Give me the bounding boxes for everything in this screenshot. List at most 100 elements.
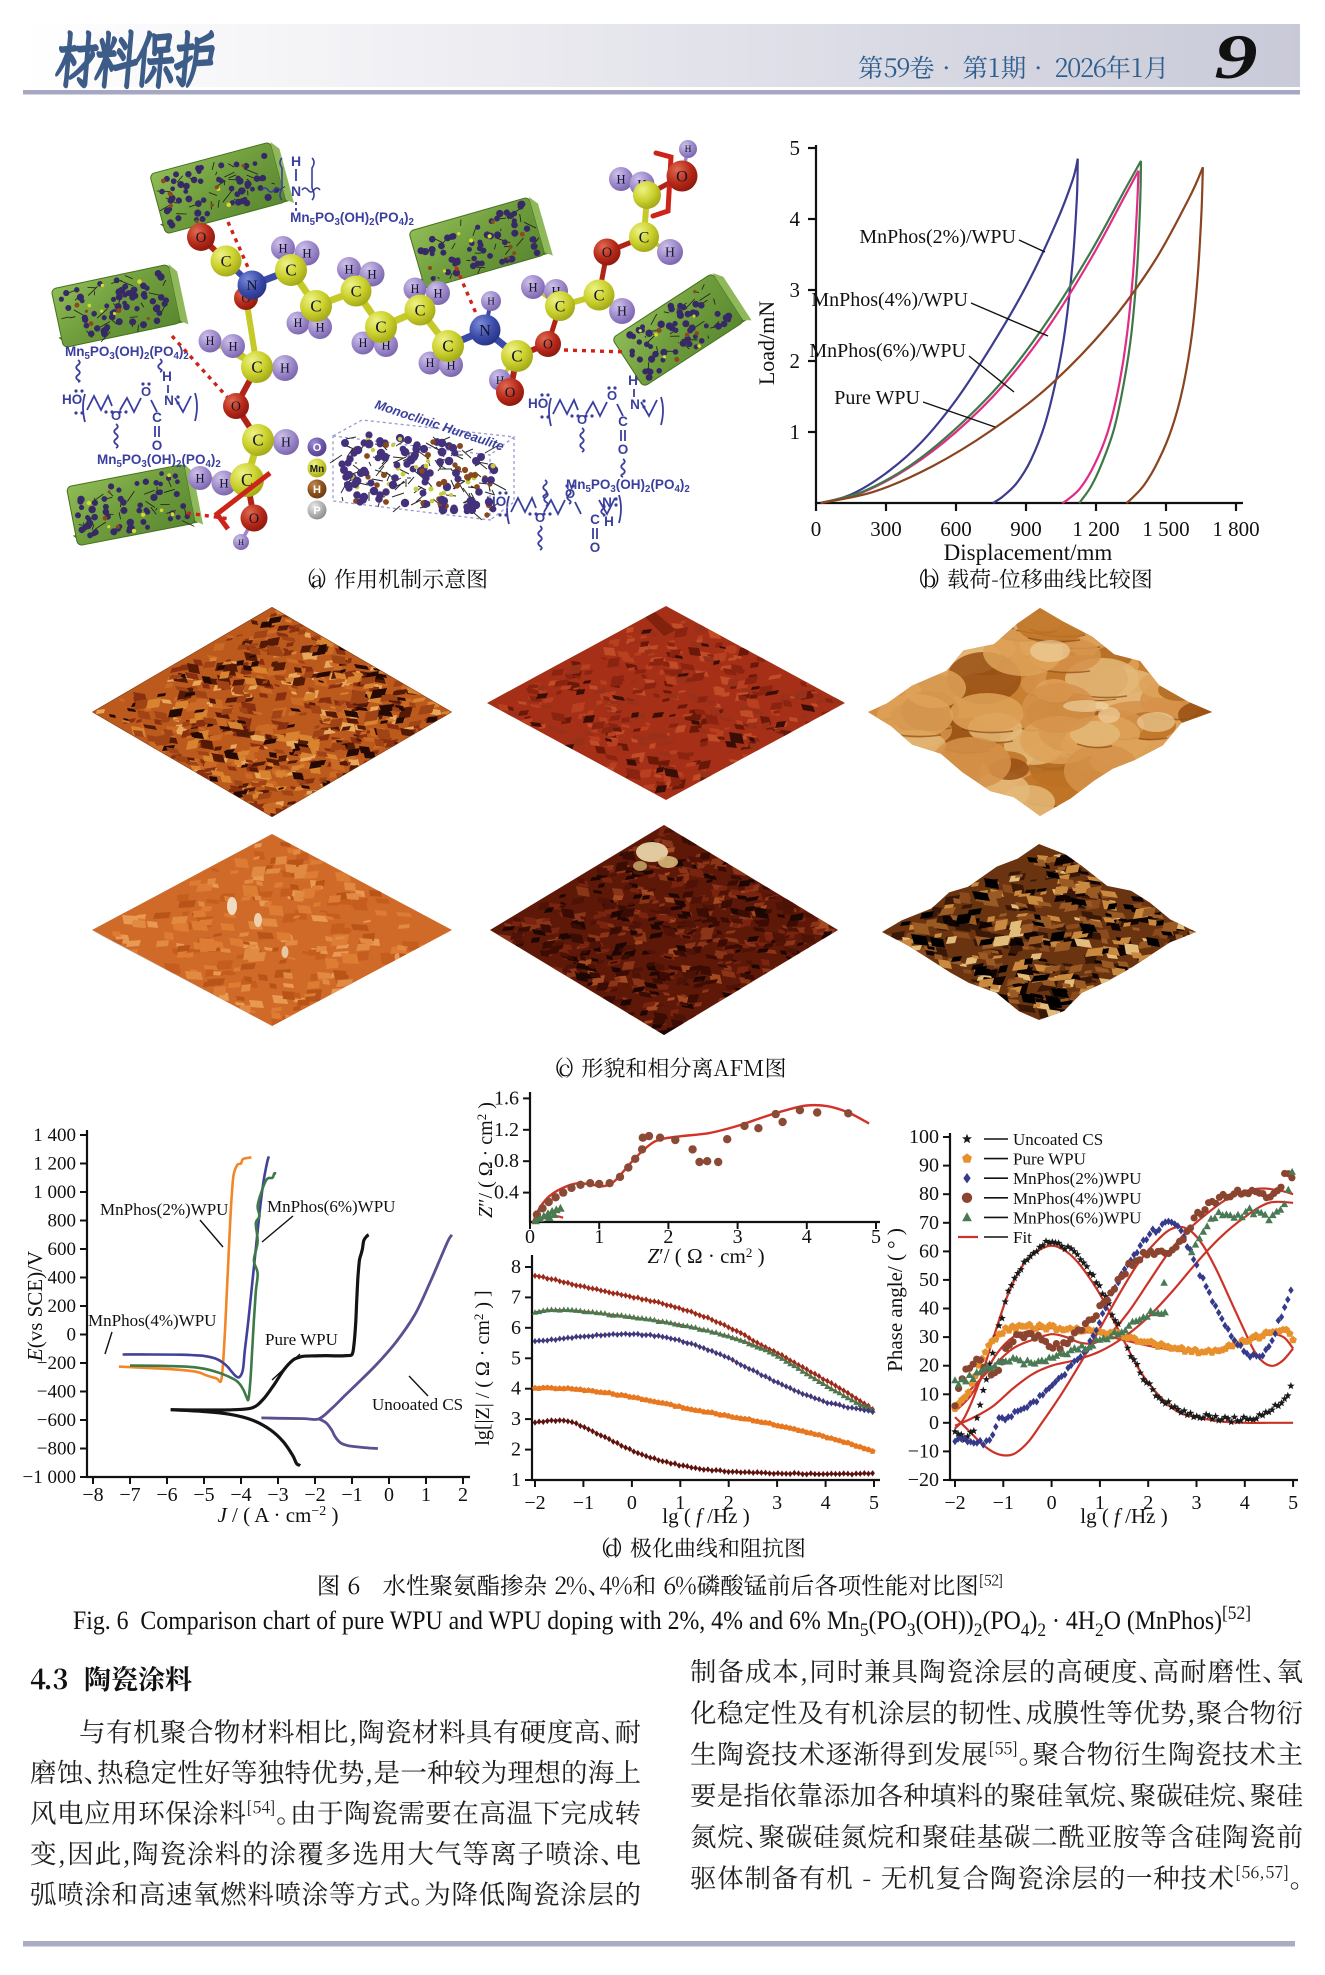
svg-text:Load/mN: Load/mN: [754, 301, 779, 385]
svg-text:C: C: [310, 297, 321, 316]
svg-text:H: H: [280, 361, 290, 376]
svg-text:H: H: [219, 476, 229, 491]
svg-text:HO: HO: [62, 392, 82, 407]
svg-text:lg[|Z| / ( Ω · cm2 ) ]: lg[|Z| / ( Ω · cm2 ) ]: [471, 1290, 494, 1445]
svg-text:N: N: [247, 277, 258, 294]
svg-text:H: H: [302, 246, 312, 261]
svg-text:C: C: [375, 318, 386, 337]
svg-text:HO: HO: [528, 396, 548, 411]
svg-text:0.8: 0.8: [494, 1150, 519, 1172]
svg-text:4: 4: [1240, 1492, 1250, 1514]
svg-text:−800: −800: [37, 1439, 76, 1460]
svg-text:H: H: [496, 374, 505, 387]
svg-text:N: N: [479, 321, 491, 340]
svg-text:H: H: [278, 241, 287, 255]
svg-text:MnPhos(2%)WPU: MnPhos(2%)WPU: [1013, 1169, 1141, 1188]
svg-text:70: 70: [919, 1212, 939, 1234]
svg-text:−2: −2: [944, 1492, 965, 1514]
svg-text:5: 5: [871, 1226, 881, 1248]
svg-text:H: H: [487, 297, 495, 308]
svg-text:1.6: 1.6: [494, 1087, 519, 1109]
svg-text:1: 1: [1095, 1492, 1105, 1514]
svg-text:−8: −8: [82, 1484, 103, 1506]
svg-text:0: 0: [525, 1226, 535, 1248]
svg-text:C: C: [285, 261, 296, 280]
svg-text:3: 3: [772, 1492, 782, 1514]
svg-text:1: 1: [511, 1469, 521, 1491]
svg-text:H: H: [604, 514, 614, 529]
svg-text:−6: −6: [156, 1484, 177, 1506]
svg-text:Displacement/mm: Displacement/mm: [944, 540, 1113, 565]
svg-text:1: 1: [594, 1226, 604, 1248]
svg-text:C: C: [251, 358, 262, 377]
svg-text:MnPhos(4%)WPU: MnPhos(4%)WPU: [1013, 1189, 1141, 1208]
svg-text:3: 3: [511, 1408, 521, 1430]
svg-text:Pure WPU: Pure WPU: [834, 387, 920, 409]
svg-text:O: O: [618, 442, 629, 457]
svg-text:O: O: [241, 291, 250, 305]
svg-text:−1: −1: [573, 1492, 594, 1514]
svg-text:H: H: [551, 284, 560, 298]
svg-text:N: N: [164, 393, 174, 408]
svg-text:Phase angle/ ( ° ): Phase angle/ ( ° ): [883, 1228, 907, 1372]
svg-text:2: 2: [1143, 1492, 1153, 1514]
svg-text:H: H: [628, 373, 638, 388]
svg-text:−1 000: −1 000: [23, 1467, 76, 1488]
svg-text:3: 3: [733, 1226, 743, 1248]
svg-text:O: O: [152, 438, 163, 453]
svg-text:H: H: [238, 538, 244, 547]
svg-text:Mn5PO3(OH)2(PO4)2: Mn5PO3(OH)2(PO4)2: [65, 344, 189, 362]
svg-text:100: 100: [909, 1126, 939, 1148]
svg-text:H: H: [359, 336, 368, 350]
svg-text:−1: −1: [993, 1492, 1014, 1514]
svg-text:Pure WPU: Pure WPU: [265, 1330, 338, 1349]
svg-text:O: O: [577, 412, 587, 427]
svg-text:MnPhos(6%)WPU: MnPhos(6%)WPU: [1013, 1208, 1141, 1227]
svg-text:1 400: 1 400: [33, 1125, 76, 1146]
svg-text:C: C: [639, 229, 650, 246]
svg-text:5: 5: [1288, 1492, 1298, 1514]
svg-text:5: 5: [869, 1492, 879, 1514]
svg-text:3: 3: [790, 278, 801, 302]
svg-text:0: 0: [929, 1412, 939, 1434]
svg-text:H: H: [195, 471, 204, 485]
svg-text:Mn5PO3(OH)2(PO4)2: Mn5PO3(OH)2(PO4)2: [290, 210, 414, 228]
svg-text:5: 5: [790, 136, 801, 160]
svg-text:J / ( A · cm−2 ): J / ( A · cm−2 ): [217, 1503, 338, 1527]
svg-text:MnPhos(2%)WPU: MnPhos(2%)WPU: [100, 1200, 228, 1219]
svg-text:H: H: [367, 267, 377, 282]
svg-text:P: P: [313, 505, 320, 517]
svg-text:Mn5PO3(OH)2(PO4)2: Mn5PO3(OH)2(PO4)2: [97, 452, 221, 470]
svg-text:O: O: [505, 385, 516, 401]
svg-text:1 800: 1 800: [1212, 517, 1259, 541]
svg-text:H: H: [344, 262, 353, 276]
svg-text:H: H: [528, 280, 537, 294]
svg-text:C: C: [511, 347, 522, 366]
svg-text:−200: −200: [37, 1353, 76, 1374]
svg-text:1 000: 1 000: [33, 1182, 76, 1203]
svg-text:0: 0: [811, 517, 822, 541]
svg-text:MnPhos(2%)/WPU: MnPhos(2%)/WPU: [859, 226, 1016, 248]
svg-text:O: O: [543, 337, 553, 352]
svg-text:−1: −1: [341, 1484, 362, 1506]
svg-text:−10: −10: [908, 1440, 939, 1462]
svg-text:O: O: [602, 245, 612, 261]
svg-text:N: N: [602, 495, 612, 510]
svg-text:C: C: [590, 512, 600, 527]
svg-text:C: C: [442, 337, 453, 356]
svg-text:C: C: [351, 282, 362, 301]
svg-text:H: H: [162, 369, 172, 384]
svg-text:4: 4: [821, 1492, 831, 1514]
svg-text:Uncoated CS: Uncoated CS: [1013, 1130, 1103, 1149]
svg-text:H: H: [313, 484, 321, 496]
svg-text:C: C: [221, 252, 232, 271]
svg-text:600: 600: [940, 517, 972, 541]
svg-text:2: 2: [458, 1484, 468, 1506]
svg-text:O: O: [249, 511, 259, 527]
svg-text:−400: −400: [37, 1382, 76, 1403]
svg-text:H: H: [381, 338, 390, 352]
svg-text:90: 90: [919, 1155, 939, 1177]
svg-text:H: H: [685, 145, 692, 155]
svg-text:2: 2: [663, 1226, 673, 1248]
svg-text:H: H: [294, 316, 303, 330]
